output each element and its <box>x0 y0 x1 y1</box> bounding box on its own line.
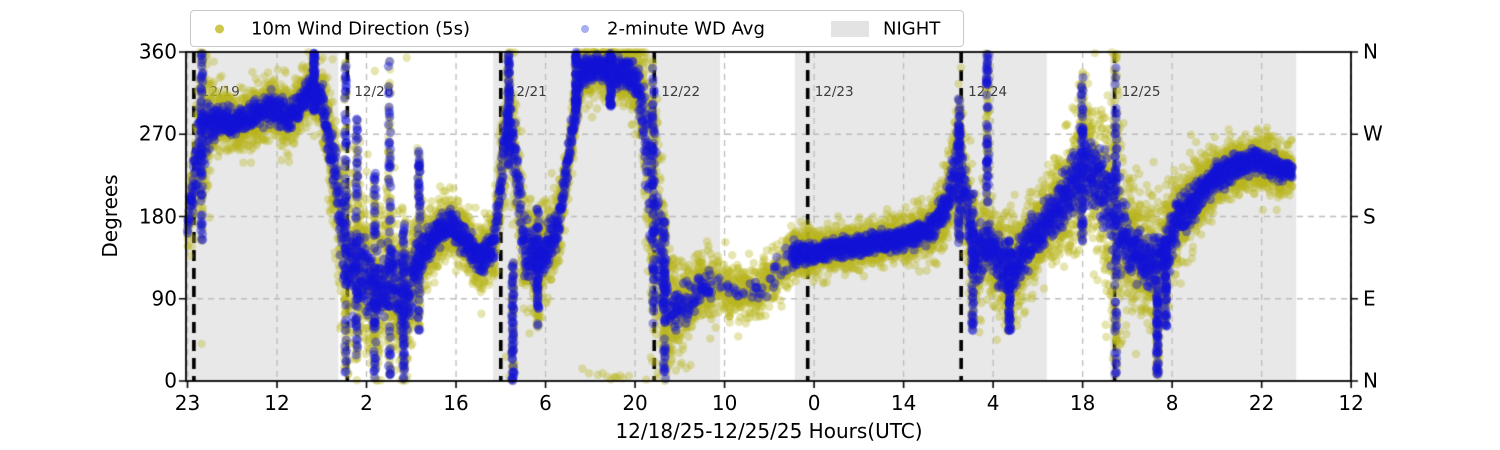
x-tick-label: 12 <box>264 391 290 415</box>
right-tick-label: W <box>1363 121 1383 146</box>
x-tick-label: 10 <box>711 391 738 415</box>
x-tick-label: 20 <box>622 391 648 415</box>
x-axis-label: 12/18/25-12/25/25 Hours(UTC) <box>615 419 923 443</box>
right-tick-label: E <box>1363 286 1376 311</box>
y-tick-label: 270 <box>138 121 177 146</box>
y-tick-label: 90 <box>151 286 177 311</box>
legend-item-label: 10m Wind Direction (5s) <box>251 18 471 39</box>
y-tick-label: 0 <box>164 368 177 393</box>
x-tick-label: 16 <box>443 391 469 415</box>
right-tick-label: N <box>1363 39 1378 64</box>
x-tick-label: 4 <box>986 391 1000 415</box>
x-tick-label: 8 <box>1165 391 1179 415</box>
x-tick-label: 2 <box>360 391 373 415</box>
x-tick-label: 18 <box>1069 391 1096 415</box>
y-tick-label: 180 <box>138 204 177 229</box>
x-tick-label: 0 <box>807 391 821 415</box>
y-tick-label: 360 <box>138 39 177 64</box>
x-tick-label: 22 <box>1248 391 1275 415</box>
legend-marker-dot-icon <box>215 24 224 33</box>
legend-marker-dot-icon <box>581 24 589 33</box>
legend-night-swatch-icon <box>831 20 869 37</box>
legend-item-label: NIGHT <box>883 18 941 39</box>
legend-item-label: 2-minute WD Avg <box>607 18 765 39</box>
x-tick-label: 12 <box>1338 391 1364 415</box>
right-tick-label: N <box>1363 368 1378 393</box>
x-tick-label: 14 <box>890 391 917 415</box>
legend: 10m Wind Direction (5s) 2-minute WD Avg NI… <box>190 10 964 47</box>
x-tick-label: 23 <box>174 391 201 415</box>
right-tick-label: S <box>1363 204 1376 229</box>
x-tick-label: 6 <box>539 391 552 415</box>
